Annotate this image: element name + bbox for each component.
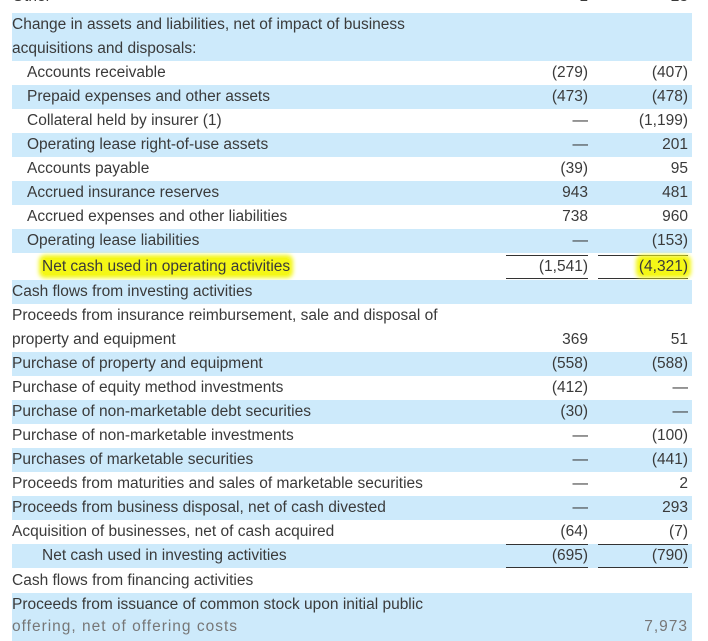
row-label: Operating lease right-of-use assets (27, 136, 269, 153)
row-label: Other (12, 0, 482, 9)
row-value-year2: 2 (679, 475, 688, 492)
section-header-row: Cash flows from investing activities (12, 280, 692, 304)
row-label: Acquisition of businesses, net of cash a… (12, 523, 335, 540)
table-row: Accounts receivable (279) (407) (12, 61, 692, 85)
row-label: Purchase of equity method investments (12, 379, 284, 396)
table-row: Purchase of equity method investments (4… (12, 376, 692, 400)
row-value-year1: (558) (551, 355, 588, 372)
table-row: Proceeds from business disposal, net of … (12, 496, 692, 520)
table-row: Accounts payable (39) 95 (12, 157, 692, 181)
row-label: Accrued insurance reserves (27, 184, 220, 201)
table-row: Proceeds from issuance of common stock u… (12, 593, 692, 641)
row-label: Purchase of non-marketable investments (12, 427, 294, 444)
table-row: Other 1 23 (12, 0, 692, 9)
table-row: Proceeds from maturities and sales of ma… (12, 472, 692, 496)
row-label: Proceeds from maturities and sales of ma… (12, 475, 423, 492)
row-value-year1: — (572, 499, 589, 516)
row-label: Accounts receivable (27, 64, 166, 81)
row-value-year2: 23 (598, 0, 688, 9)
row-value-year1: (412) (551, 379, 588, 396)
row-value-year2: (478) (651, 88, 688, 105)
total-value-year2: (790) (598, 544, 688, 568)
table-row: Purchases of marketable securities — (44… (12, 448, 692, 472)
row-label: Purchase of property and equipment (12, 355, 263, 372)
table-row: Prepaid expenses and other assets (473) … (12, 85, 692, 109)
row-value-year2: 7,973 (644, 618, 688, 635)
row-value-year1: 1 (492, 0, 588, 9)
row-value-year1: (279) (551, 64, 588, 81)
row-label: Proceeds from business disposal, net of … (12, 499, 386, 516)
table-row: Collateral held by insurer (1) — (1,199) (12, 109, 692, 133)
row-value-year2: (441) (651, 451, 688, 468)
row-label: Purchases of marketable securities (12, 451, 254, 468)
highlighted-value: (4,321) (638, 258, 688, 275)
row-value-year2: (1,199) (638, 112, 688, 129)
row-label-continuation: property and equipment (12, 331, 176, 348)
row-value-year1: — (572, 451, 589, 468)
row-value-year2: 201 (662, 136, 688, 153)
row-value-year2: — (672, 403, 689, 420)
row-label: Prepaid expenses and other assets (27, 88, 270, 105)
row-value-year2: 960 (662, 208, 688, 225)
row-value-year2: (407) (651, 64, 688, 81)
row-value-year1: 738 (562, 208, 588, 225)
row-label: Collateral held by insurer (1) (27, 112, 222, 129)
row-value-year2: 481 (662, 184, 688, 201)
row-value-year1: — (572, 232, 589, 249)
row-label: Purchase of non-marketable debt securiti… (12, 403, 311, 420)
row-value-year2: 95 (670, 160, 688, 177)
total-row-operating: Net cash used in operating activities (1… (12, 255, 692, 279)
section-header-continuation: acquisitions and disposals: (12, 40, 197, 57)
total-value-year1: (695) (506, 544, 588, 568)
row-value-year1: (30) (560, 403, 588, 420)
highlighted-text: Net cash used in operating activities (42, 258, 291, 275)
total-label: Net cash used in investing activities (42, 547, 287, 564)
row-label: Accrued expenses and other liabilities (27, 208, 288, 225)
total-label: Net cash used in operating activities (42, 255, 512, 279)
row-value-year1: (39) (560, 160, 588, 177)
total-row-investing: Net cash used in investing activities (6… (12, 544, 692, 568)
row-value-year2: (100) (651, 427, 688, 444)
row-label: Proceeds from insurance reimbursement, s… (12, 307, 438, 324)
row-value-year2: (153) (651, 232, 688, 249)
total-value-year1: (1,541) (506, 255, 588, 279)
table-row: Purchase of property and equipment (558)… (12, 352, 692, 376)
total-value-year2: (4,321) (598, 255, 688, 279)
row-label-continuation: offering, net of offering costs (12, 618, 239, 635)
section-header-row: Cash flows from financing activities (12, 569, 692, 593)
row-value-year2: 293 (662, 499, 688, 516)
table-row: Acquisition of businesses, net of cash a… (12, 520, 692, 544)
table-row: Accrued expenses and other liabilities 7… (12, 205, 692, 229)
row-value-year1: — (572, 112, 589, 129)
row-value-year2: (7) (669, 523, 688, 540)
table-row: Proceeds from insurance reimbursement, s… (12, 304, 692, 352)
row-value-year1: — (572, 136, 589, 153)
row-value-year1: 943 (562, 184, 588, 201)
table-row: Accrued insurance reserves 943 481 (12, 181, 692, 205)
table-row: Purchase of non-marketable debt securiti… (12, 400, 692, 424)
row-value-year2: (588) (651, 355, 688, 372)
table-row: Operating lease liabilities — (153) (12, 229, 692, 253)
section-header: Cash flows from investing activities (12, 283, 253, 300)
table-row: Operating lease right-of-use assets — 20… (12, 133, 692, 157)
section-header: Cash flows from financing activities (12, 572, 254, 589)
section-header: Change in assets and liabilities, net of… (12, 16, 405, 33)
row-value-year2: 51 (670, 331, 688, 348)
row-label: Accounts payable (27, 160, 150, 177)
table-row: Purchase of non-marketable investments —… (12, 424, 692, 448)
row-value-year1: 369 (562, 331, 588, 348)
row-value-year1: (473) (551, 88, 588, 105)
row-value-year1: — (572, 427, 589, 444)
row-value-year2: — (672, 379, 689, 396)
section-header-row: Change in assets and liabilities, net of… (12, 13, 692, 61)
row-value-year1: — (572, 475, 589, 492)
row-value-year1: (64) (560, 523, 588, 540)
row-label: Operating lease liabilities (27, 232, 200, 249)
row-label: Proceeds from issuance of common stock u… (12, 596, 423, 613)
